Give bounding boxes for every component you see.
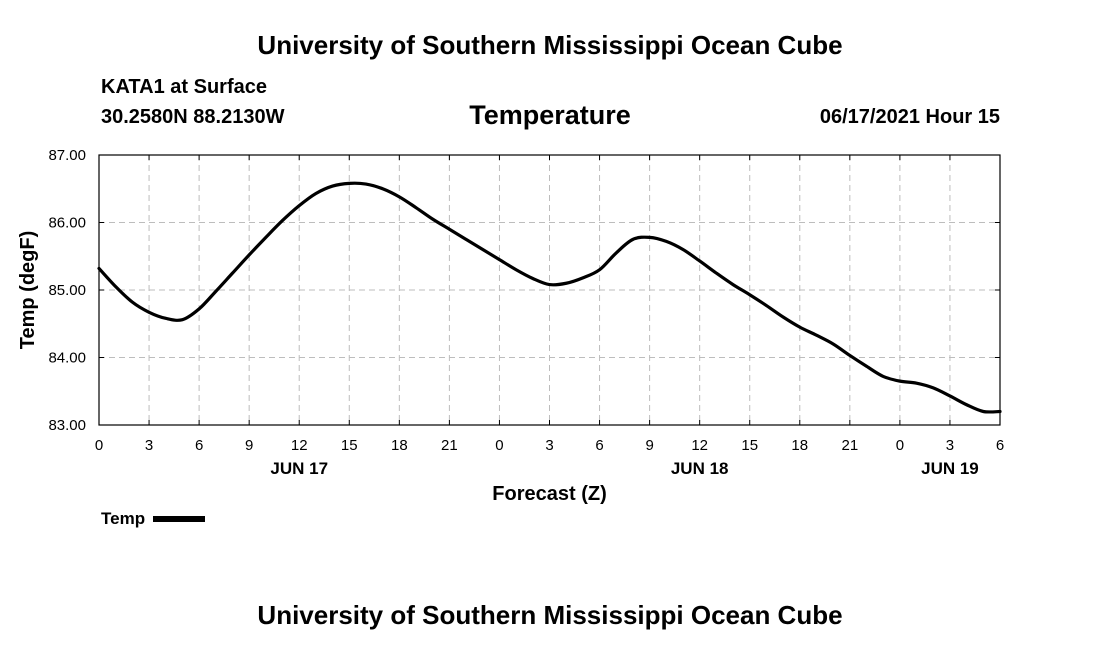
legend-label: Temp	[101, 509, 146, 528]
x-tick-label: 3	[145, 437, 153, 454]
x-tick-label: 18	[791, 437, 808, 454]
station-coordinates: 30.2580N 88.2130W	[101, 106, 285, 128]
x-tick-label: 0	[495, 437, 503, 454]
y-tick-label: 85.00	[48, 282, 86, 299]
y-tick-label: 84.00	[48, 350, 86, 367]
footer-title: University of Southern Mississippi Ocean…	[257, 600, 843, 630]
x-tick-label: 9	[245, 437, 253, 454]
legend: Temp	[101, 509, 206, 529]
y-axis-label: Temp (degF)	[17, 231, 39, 350]
x-tick-label: 0	[95, 437, 103, 454]
chart-title: Temperature	[469, 100, 631, 130]
x-tick-label: 15	[741, 437, 758, 454]
x-tick-label: 18	[391, 437, 408, 454]
y-tick-label: 86.00	[48, 215, 86, 232]
x-axis-label: Forecast (Z)	[492, 483, 606, 505]
forecast-datetime: 06/17/2021 Hour 15	[819, 106, 1000, 128]
date-label: JUN 19	[921, 459, 979, 478]
page-title: University of Southern Mississippi Ocean…	[257, 30, 843, 60]
x-tick-label: 3	[545, 437, 553, 454]
legend-line-swatch	[153, 516, 206, 522]
x-tick-label: 12	[691, 437, 708, 454]
x-tick-label: 12	[291, 437, 308, 454]
x-tick-label: 9	[645, 437, 653, 454]
x-tick-label: 15	[341, 437, 358, 454]
series-line-temp	[97, 181, 1002, 414]
x-tick-label: 21	[841, 437, 858, 454]
date-label: JUN 17	[270, 459, 328, 478]
date-label: JUN 18	[671, 459, 729, 478]
station-label: KATA1 at Surface	[101, 76, 267, 98]
x-tick-label: 6	[996, 437, 1004, 454]
x-tick-label: 0	[896, 437, 904, 454]
y-tick-label: 87.00	[48, 147, 86, 164]
x-tick-label: 3	[946, 437, 954, 454]
x-tick-label: 6	[595, 437, 603, 454]
y-tick-label: 83.00	[48, 417, 86, 434]
x-tick-label: 6	[195, 437, 203, 454]
x-tick-label: 21	[441, 437, 458, 454]
